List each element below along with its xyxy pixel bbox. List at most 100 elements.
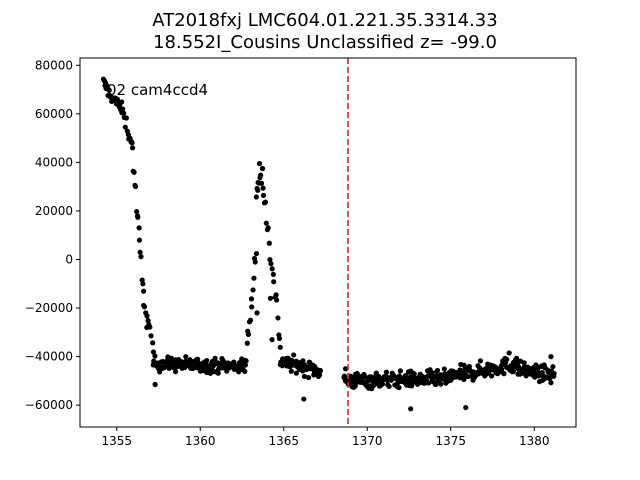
data-point-433 <box>396 384 402 391</box>
data-point-445 <box>403 372 409 379</box>
data-point-254 <box>267 256 273 263</box>
data-point-253 <box>266 240 272 246</box>
data-point-201 <box>231 359 237 365</box>
y-tick-label: −20000 <box>25 301 73 315</box>
data-point-50 <box>140 281 146 287</box>
data-point-492 <box>429 370 435 376</box>
data-point-46 <box>136 237 143 243</box>
x-tick-label: 1375 <box>435 434 466 448</box>
y-tick-label: −60000 <box>25 398 73 412</box>
data-point-229 <box>248 296 255 302</box>
data-point-579 <box>477 358 484 364</box>
data-point-242 <box>258 172 264 178</box>
data-point-335 <box>317 367 323 374</box>
data-point-727 <box>256 161 263 167</box>
data-point-285 <box>288 368 294 374</box>
data-point-100 <box>172 369 179 375</box>
data-point-557 <box>465 373 471 380</box>
y-tick-label: 0 <box>65 252 73 266</box>
data-point-499 <box>433 381 439 387</box>
data-point-486 <box>426 380 432 386</box>
data-point-260 <box>273 292 279 298</box>
data-point-643 <box>513 355 520 361</box>
data-point-717 <box>301 396 307 402</box>
data-point-221 <box>242 362 249 368</box>
data-point-720 <box>342 366 349 372</box>
data-point-59 <box>148 333 154 339</box>
x-tick-label: 1380 <box>519 434 550 448</box>
data-point-261 <box>274 297 280 303</box>
data-point-514 <box>441 366 447 372</box>
data-point-709 <box>548 380 554 386</box>
data-point-51 <box>140 288 147 294</box>
data-point-45 <box>136 225 142 231</box>
data-point-174 <box>215 370 221 376</box>
data-point-41 <box>132 183 139 190</box>
data-point-434 <box>396 373 402 379</box>
data-point-713 <box>550 364 556 370</box>
data-point-599 <box>489 373 495 379</box>
data-point-220 <box>242 368 248 375</box>
data-point-60 <box>150 340 156 346</box>
data-point-249 <box>262 199 269 205</box>
x-axis-ticks: 1355 1360 1365 1370 1375 1380 <box>101 427 550 448</box>
data-point-307 <box>301 373 307 380</box>
data-point-460 <box>411 371 417 377</box>
data-point-258 <box>271 279 277 285</box>
data-point-617 <box>499 366 505 373</box>
y-tick-label: 40000 <box>35 155 73 169</box>
data-point-36 <box>129 139 135 145</box>
data-point-228 <box>247 317 254 323</box>
data-point-716 <box>152 381 158 388</box>
data-point-48 <box>138 254 144 260</box>
data-point-236 <box>253 194 259 200</box>
data-point-416 <box>386 383 392 390</box>
data-point-245 <box>260 165 266 172</box>
data-point-626 <box>504 356 510 362</box>
data-point-250 <box>263 220 269 226</box>
data-point-246 <box>260 185 266 191</box>
data-point-721 <box>506 350 512 356</box>
data-point-411 <box>383 369 390 375</box>
data-point-39 <box>131 169 137 175</box>
data-point-118 <box>183 354 189 360</box>
data-point-223 <box>243 358 249 364</box>
data-point-56 <box>145 317 151 324</box>
data-point-718 <box>408 406 414 412</box>
data-point-224 <box>244 340 250 346</box>
data-point-257 <box>270 271 276 278</box>
data-point-247 <box>260 192 267 199</box>
x-tick-label: 1370 <box>352 434 383 448</box>
data-point-23 <box>119 99 125 105</box>
data-point-169 <box>212 355 218 361</box>
data-point-398 <box>376 373 382 379</box>
data-point-64 <box>152 353 158 359</box>
data-point-8 <box>106 87 112 93</box>
data-point-549 <box>461 376 467 383</box>
data-point-724 <box>269 337 275 343</box>
x-tick-label: 1365 <box>268 434 299 448</box>
data-point-252 <box>265 225 271 231</box>
chart-title-line1: AT2018fxj LMC604.01.221.35.3314.33 <box>152 10 497 31</box>
camera-annotation: 02 cam4ccd4 <box>107 81 208 99</box>
data-point-255 <box>268 261 274 267</box>
data-point-37 <box>129 145 136 151</box>
data-point-238 <box>255 187 261 193</box>
data-point-29 <box>123 115 129 121</box>
data-point-264 <box>276 335 283 342</box>
data-point-231 <box>250 287 256 293</box>
data-point-726 <box>254 310 260 316</box>
data-point-508 <box>438 381 444 387</box>
data-point-719 <box>463 404 469 411</box>
data-point-232 <box>251 275 257 281</box>
data-point-314 <box>305 374 312 381</box>
data-point-26 <box>121 110 127 116</box>
data-point-55 <box>144 313 150 319</box>
y-tick-label: 20000 <box>35 204 73 218</box>
data-point-44 <box>135 214 141 220</box>
data-point-289 <box>291 352 297 358</box>
data-point-404 <box>379 381 386 387</box>
x-tick-label: 1360 <box>185 434 216 448</box>
data-point-154 <box>204 357 210 364</box>
